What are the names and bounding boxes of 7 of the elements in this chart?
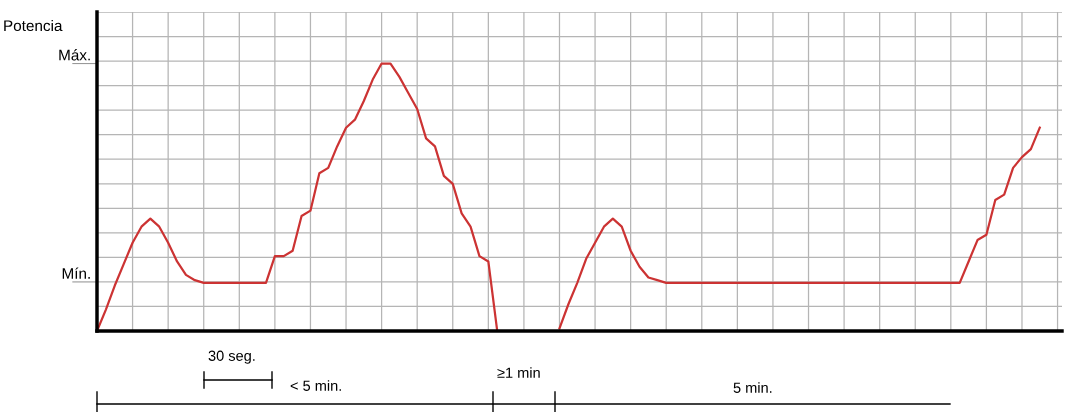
y-axis-title: Potencia	[4, 19, 63, 32]
text: < 5 min.	[290, 380, 341, 391]
text: Máx.	[59, 49, 90, 61]
text: 30 seg.	[208, 350, 255, 364]
text: 5 min.	[733, 382, 772, 393]
text: Mín.	[62, 267, 90, 279]
text: ≥1 min	[497, 367, 540, 378]
